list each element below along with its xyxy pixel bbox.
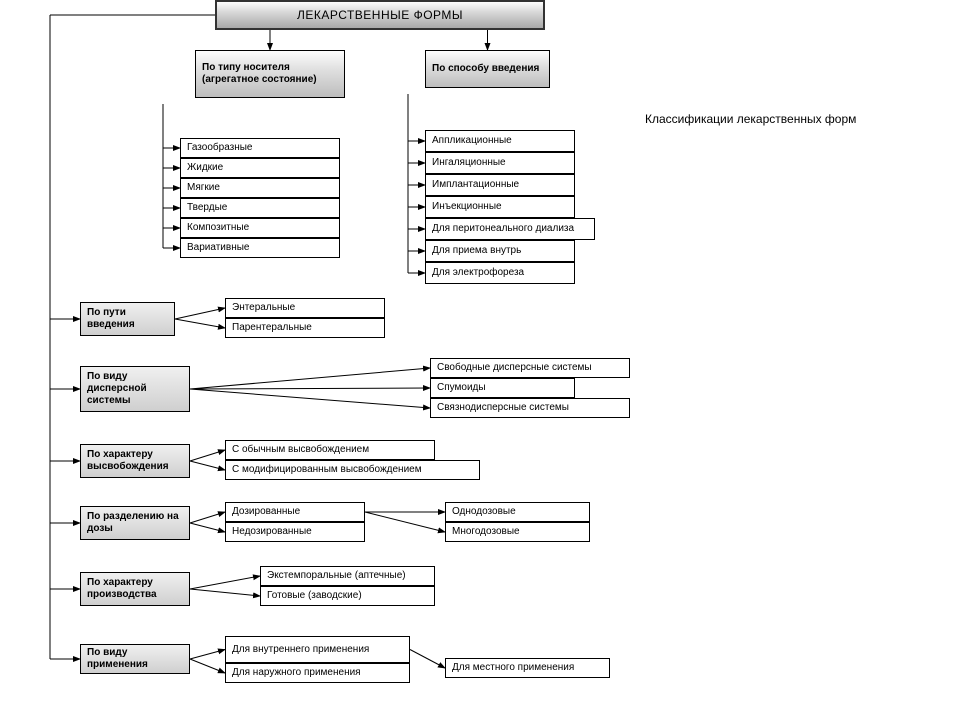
node-c5: По характеру производства (80, 572, 190, 606)
node-h2: По способу введения (425, 50, 550, 88)
node-h2_4: Инъекционные (425, 196, 575, 218)
node-h1: По типу носителя (агрегатное состояние) (195, 50, 345, 98)
node-c3_2: С модифицированным высвобождением (225, 460, 480, 480)
node-c4: По разделению на дозы (80, 506, 190, 540)
node-root: ЛЕКАРСТВЕННЫЕ ФОРМЫ (215, 0, 545, 30)
node-c2: По виду дисперсной системы (80, 366, 190, 412)
node-c6_3: Для местного применения (445, 658, 610, 678)
node-h1_1: Газообразные (180, 138, 340, 158)
node-c6: По виду применения (80, 644, 190, 674)
node-h1_3: Мягкие (180, 178, 340, 198)
node-c1_2: Парентеральные (225, 318, 385, 338)
node-c6_1: Для внутреннего применения (225, 636, 410, 663)
node-c1: По пути введения (80, 302, 175, 336)
node-c3: По характеру высвобождения (80, 444, 190, 478)
node-c2_2: Спумоиды (430, 378, 575, 398)
node-c5_2: Готовые (заводские) (260, 586, 435, 606)
node-c2_1: Свободные дисперсные системы (430, 358, 630, 378)
diagram-title: Классификации лекарственных форм (645, 112, 856, 126)
node-c6_2: Для наружного применения (225, 663, 410, 683)
node-c4_1b: Многодозовые (445, 522, 590, 542)
node-c4_1a: Однодозовые (445, 502, 590, 522)
node-h2_2: Ингаляционные (425, 152, 575, 174)
node-h1_4: Твердые (180, 198, 340, 218)
node-c4_1: Дозированные (225, 502, 365, 522)
node-h2_3: Имплантационные (425, 174, 575, 196)
node-h1_2: Жидкие (180, 158, 340, 178)
node-h1_5: Композитные (180, 218, 340, 238)
node-h2_1: Аппликационные (425, 130, 575, 152)
node-h2_5: Для перитонеального диализа (425, 218, 595, 240)
node-c2_3: Связнодисперсные системы (430, 398, 630, 418)
node-h2_6: Для приема внутрь (425, 240, 575, 262)
node-c3_1: С обычным высвобождением (225, 440, 435, 460)
node-h1_6: Вариативные (180, 238, 340, 258)
node-h2_7: Для электрофореза (425, 262, 575, 284)
node-c5_1: Экстемпоральные (аптечные) (260, 566, 435, 586)
node-c4_2: Недозированные (225, 522, 365, 542)
node-c1_1: Энтеральные (225, 298, 385, 318)
